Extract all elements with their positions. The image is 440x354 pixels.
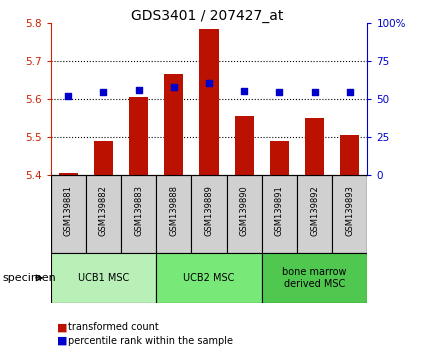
- Bar: [59, 173, 78, 175]
- Point: [170, 84, 177, 90]
- Text: GSM139883: GSM139883: [134, 185, 143, 236]
- Bar: [305, 118, 324, 175]
- Text: UCB2 MSC: UCB2 MSC: [183, 273, 235, 283]
- Bar: [297, 175, 332, 253]
- Point: [276, 90, 283, 95]
- Bar: [262, 253, 367, 303]
- Text: GSM139890: GSM139890: [240, 185, 249, 236]
- Text: GDS3401 / 207427_at: GDS3401 / 207427_at: [131, 9, 283, 23]
- Text: specimen: specimen: [2, 273, 56, 283]
- Bar: [332, 175, 367, 253]
- Bar: [156, 253, 262, 303]
- Bar: [227, 175, 262, 253]
- Text: GSM139882: GSM139882: [99, 185, 108, 236]
- Point: [311, 89, 318, 95]
- Text: percentile rank within the sample: percentile rank within the sample: [68, 336, 233, 346]
- Bar: [199, 29, 219, 175]
- Point: [135, 87, 142, 92]
- Bar: [340, 135, 359, 175]
- Text: GSM139888: GSM139888: [169, 185, 178, 236]
- Bar: [51, 175, 86, 253]
- Text: GSM139891: GSM139891: [275, 185, 284, 236]
- Text: ■: ■: [57, 322, 68, 332]
- Text: UCB1 MSC: UCB1 MSC: [78, 273, 129, 283]
- Text: GSM139893: GSM139893: [345, 185, 354, 236]
- Text: transformed count: transformed count: [68, 322, 159, 332]
- Bar: [129, 97, 148, 175]
- Point: [100, 90, 107, 95]
- Bar: [262, 175, 297, 253]
- Bar: [121, 175, 156, 253]
- Bar: [156, 175, 191, 253]
- Bar: [270, 141, 289, 175]
- Point: [346, 89, 353, 95]
- Bar: [94, 141, 113, 175]
- Point: [205, 80, 213, 86]
- Point: [241, 88, 248, 93]
- Bar: [164, 74, 183, 175]
- Text: GSM139892: GSM139892: [310, 185, 319, 236]
- Text: GSM139881: GSM139881: [64, 185, 73, 236]
- Bar: [191, 175, 227, 253]
- Text: GSM139889: GSM139889: [205, 185, 213, 236]
- Point: [65, 93, 72, 99]
- Bar: [235, 116, 254, 175]
- Text: bone marrow
derived MSC: bone marrow derived MSC: [282, 267, 347, 289]
- Text: ■: ■: [57, 336, 68, 346]
- Bar: [86, 175, 121, 253]
- Bar: [51, 253, 156, 303]
